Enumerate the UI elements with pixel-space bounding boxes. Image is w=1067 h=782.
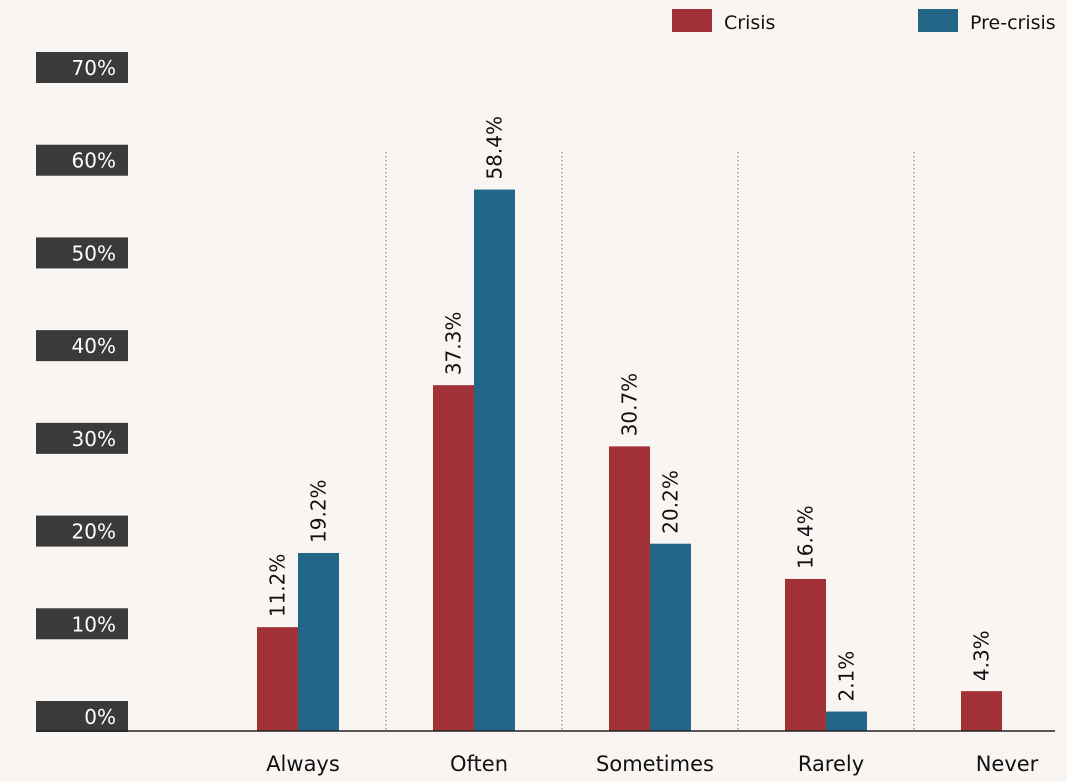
y-tick-label: 50%: [72, 241, 116, 265]
x-tick-label: Never: [976, 752, 1039, 776]
data-label: 30.7%: [618, 373, 642, 437]
bar-pre-crisis-sometimes: [650, 543, 691, 731]
bar-crisis-sometimes: [609, 446, 650, 731]
x-axis: Always Often Sometimes Rarely Never: [36, 730, 1055, 776]
y-axis: 0% 10% 20% 30% 40% 50% 60% 70%: [36, 52, 128, 732]
legend-swatch: [672, 9, 712, 32]
bars: [257, 189, 1002, 731]
data-label: 58.4%: [483, 116, 507, 180]
y-tick-label: 10%: [72, 612, 116, 636]
legend-swatch: [918, 9, 958, 32]
legend-label: Pre-crisis: [970, 12, 1056, 34]
y-tick-box: [36, 701, 128, 732]
data-label: 16.4%: [794, 505, 818, 569]
x-tick-label: Rarely: [798, 752, 864, 776]
y-tick-box: [36, 608, 128, 640]
bar-pre-crisis-often: [474, 189, 515, 731]
y-tick-label: 70%: [72, 56, 116, 80]
x-tick-label: Always: [266, 752, 340, 776]
x-tick-label: Sometimes: [596, 752, 714, 776]
legend: Crisis Pre-crisis: [672, 9, 1056, 34]
y-tick-box: [36, 52, 128, 83]
bar-crisis-often: [433, 385, 474, 731]
bar-pre-crisis-always: [298, 552, 339, 731]
y-tick-box: [36, 330, 128, 362]
y-tick-box: [36, 422, 128, 454]
y-tick-label: 20%: [72, 520, 116, 544]
data-label: 11.2%: [266, 554, 290, 618]
y-tick-label: 40%: [72, 334, 116, 358]
y-tick-label: 0%: [84, 705, 116, 729]
data-label: 4.3%: [970, 630, 994, 681]
y-tick-label: 60%: [72, 149, 116, 173]
y-tick-label: 30%: [72, 427, 116, 451]
bar-pre-crisis-rarely: [826, 711, 867, 731]
data-label: 2.1%: [835, 651, 859, 702]
y-tick-box: [36, 515, 128, 547]
y-tick-box: [36, 144, 128, 176]
bar-crisis-always: [257, 627, 298, 731]
y-tick-box: [36, 237, 128, 269]
x-tick-label: Often: [450, 752, 508, 776]
data-labels: 11.2% 19.2% 37.3% 58.4% 30.7% 20.2% 16.4% 2.1% 4…: [266, 116, 994, 702]
data-label: 19.2%: [307, 479, 331, 543]
data-label: 37.3%: [442, 312, 466, 376]
legend-label: Crisis: [724, 12, 775, 34]
data-label: 20.2%: [659, 470, 683, 534]
category-separators: [385, 152, 915, 731]
bar-crisis-never: [961, 691, 1002, 731]
bar-crisis-rarely: [785, 578, 826, 731]
